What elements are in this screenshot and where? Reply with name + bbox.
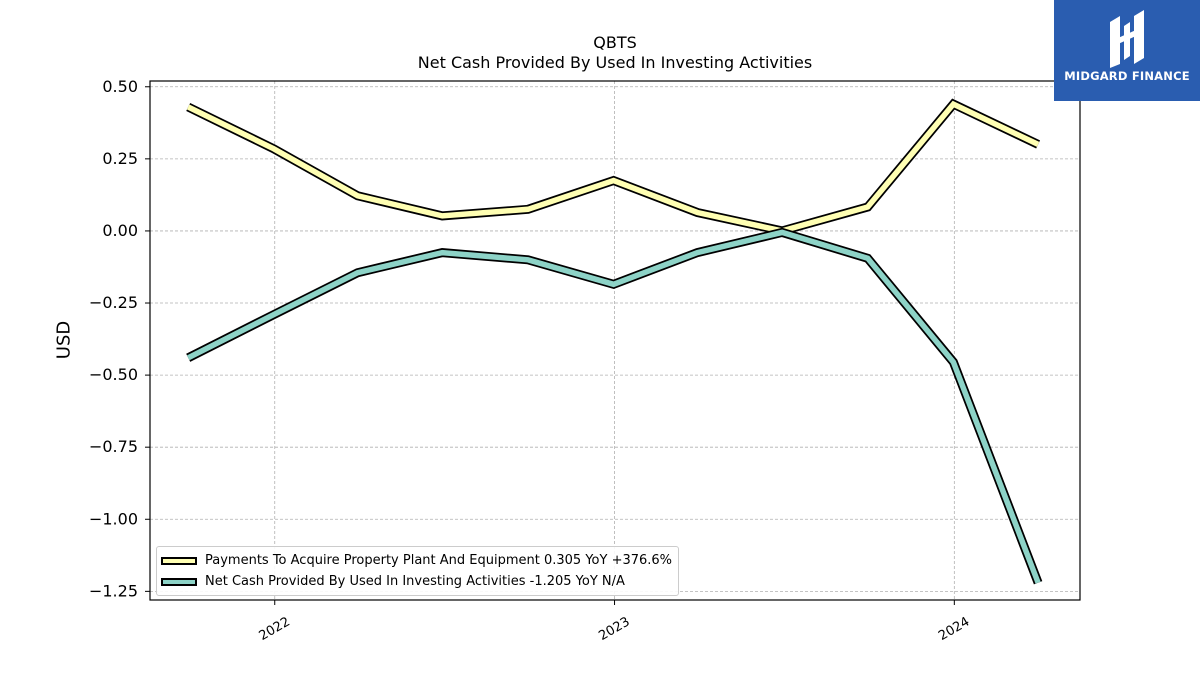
- series-line-outline-0: [186, 98, 1041, 236]
- legend-item-capex: Payments To Acquire Property Plant And E…: [161, 550, 672, 571]
- legend-swatch-capex: [161, 556, 197, 565]
- series-line-1: [186, 229, 1041, 584]
- chart-title: QBTS: [593, 33, 637, 52]
- legend-item-investing: Net Cash Provided By Used In Investing A…: [161, 571, 672, 592]
- legend-swatch-investing: [161, 577, 197, 586]
- x-tick-label: 2024: [936, 614, 972, 644]
- y-tick-label: 0.00: [102, 221, 138, 240]
- legend: Payments To Acquire Property Plant And E…: [156, 546, 680, 596]
- legend-label-capex: Payments To Acquire Property Plant And E…: [205, 553, 673, 568]
- series-lines: [186, 98, 1043, 585]
- y-tick-label: −0.75: [89, 437, 138, 456]
- legend-label-investing: Net Cash Provided By Used In Investing A…: [205, 574, 625, 589]
- x-axis-ticks: 2022 2023 2024: [257, 600, 972, 644]
- y-tick-label: 0.25: [102, 149, 138, 168]
- logo-mark-icon: [1110, 10, 1144, 68]
- y-axis-label: USD: [53, 320, 75, 360]
- y-tick-label: −1.00: [89, 509, 138, 528]
- chart-subtitle: Net Cash Provided By Used In Investing A…: [417, 53, 813, 72]
- y-axis-ticks: 0.50 0.25 0.00 −0.25 −0.50 −0.75 −1.00 −1.25: [89, 77, 150, 600]
- y-tick-label: −0.50: [89, 365, 138, 384]
- midgard-finance-logo: MIDGARD FINANCE: [1054, 0, 1200, 101]
- x-tick-label: 2023: [596, 614, 632, 644]
- x-tick-label: 2022: [257, 614, 293, 644]
- logo-text: MIDGARD FINANCE: [1064, 69, 1190, 83]
- y-tick-label: −0.25: [89, 293, 138, 312]
- y-tick-label: −1.25: [89, 581, 138, 600]
- y-tick-label: 0.50: [102, 77, 138, 96]
